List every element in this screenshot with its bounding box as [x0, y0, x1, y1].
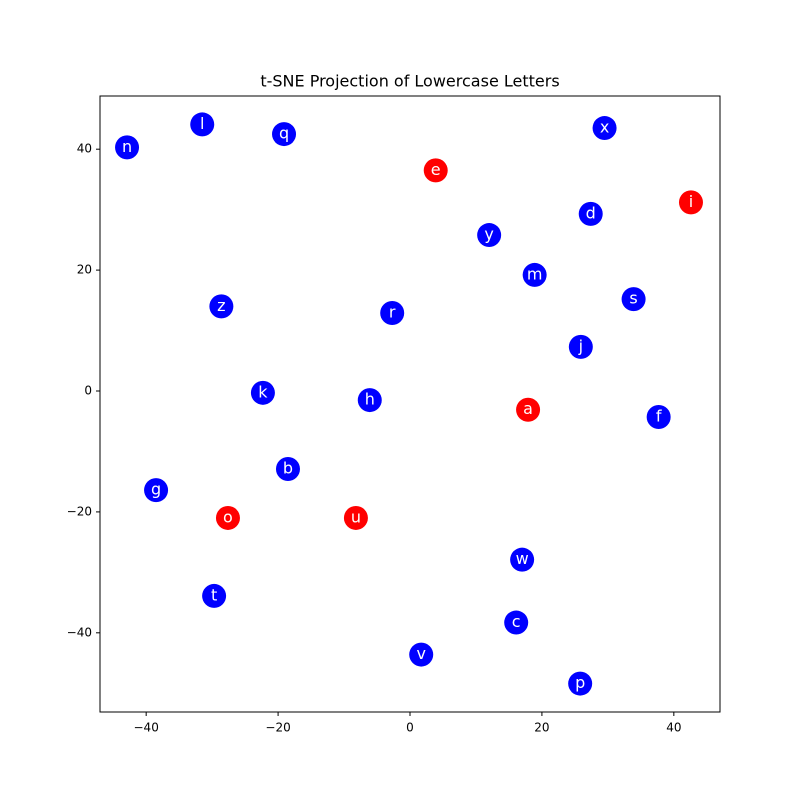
x-tick-label: 20 — [534, 721, 549, 735]
point — [250, 380, 275, 405]
point-label: y — [484, 225, 493, 244]
point-label: o — [223, 507, 233, 526]
point — [621, 287, 646, 312]
point-label: a — [523, 399, 533, 418]
point-label: w — [516, 549, 529, 568]
point-label: c — [512, 612, 521, 631]
point — [477, 223, 502, 248]
point-label: s — [629, 289, 637, 308]
point-label: e — [431, 160, 441, 179]
point-label: h — [365, 390, 375, 409]
point-label: g — [151, 480, 161, 499]
point — [115, 135, 140, 160]
point — [144, 478, 169, 503]
y-tick-label: 20 — [77, 263, 92, 277]
point-label: q — [279, 124, 289, 143]
point-label: b — [283, 458, 293, 477]
point — [190, 112, 215, 137]
point — [275, 456, 300, 481]
point — [357, 388, 382, 413]
point — [380, 301, 405, 326]
point-label: t — [211, 585, 217, 604]
point — [409, 642, 434, 667]
point-label: z — [217, 296, 225, 315]
chart-title: t-SNE Projection of Lowercase Letters — [260, 72, 559, 91]
x-tick-label: −20 — [265, 721, 290, 735]
x-tick-label: 0 — [406, 721, 414, 735]
point-label: r — [389, 303, 396, 322]
point — [215, 505, 240, 530]
point-label: v — [416, 644, 425, 663]
point — [592, 116, 617, 141]
point — [423, 158, 448, 183]
point-label: j — [578, 336, 583, 355]
point-label: x — [600, 118, 609, 137]
point-label: n — [122, 137, 132, 156]
point-label: l — [200, 114, 204, 133]
point — [209, 294, 234, 319]
point — [646, 404, 671, 429]
y-tick-label: 0 — [84, 384, 92, 398]
point — [202, 583, 227, 608]
y-tick-label: −20 — [67, 504, 92, 518]
plot-frame — [99, 95, 721, 713]
x-tick-label: −40 — [134, 721, 159, 735]
point — [678, 190, 703, 215]
point-label: m — [527, 264, 543, 283]
point-label: d — [586, 203, 596, 222]
point — [504, 610, 529, 635]
point — [568, 334, 593, 359]
point — [568, 671, 593, 696]
point — [578, 201, 603, 226]
point-label: k — [258, 382, 268, 401]
y-tick-label: 40 — [77, 142, 92, 156]
point — [522, 262, 547, 287]
point — [516, 397, 541, 422]
point-label: f — [656, 406, 662, 425]
x-tick-label: 40 — [666, 721, 681, 735]
point-label: i — [689, 192, 693, 211]
point-label: u — [351, 507, 361, 526]
point — [510, 547, 535, 572]
y-tick-label: −40 — [67, 625, 92, 639]
point-label: p — [575, 673, 585, 692]
point — [272, 122, 297, 147]
point — [343, 505, 368, 530]
